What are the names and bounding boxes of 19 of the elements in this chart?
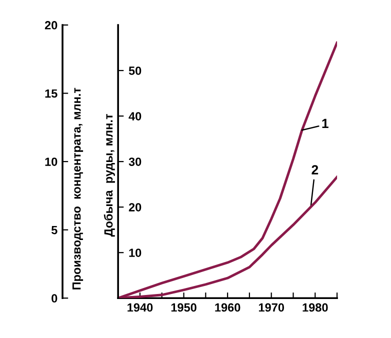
x-tick-label: 1950 bbox=[171, 303, 196, 312]
y-tick-label: 5 bbox=[51, 226, 58, 234]
y-tick-label: 20 bbox=[44, 21, 58, 30]
y2-tick-label: 40 bbox=[128, 112, 142, 120]
y2-axis-title: Добыча руды, млн.т bbox=[104, 114, 115, 237]
y-tick-label: 10 bbox=[45, 158, 58, 166]
annotation: 1 bbox=[322, 118, 328, 128]
x-tick-label: 1940 bbox=[128, 303, 153, 312]
x-tick-label: 1980 bbox=[302, 303, 328, 312]
y-axis-title: Производство концентрата, млн.т bbox=[72, 88, 84, 290]
y2-tick-label: 50 bbox=[128, 66, 142, 75]
y2-tick-label: 30 bbox=[128, 158, 142, 166]
y2-tick-label: 20 bbox=[128, 203, 142, 212]
annotation: 2 bbox=[312, 165, 318, 174]
y-tick-label: 15 bbox=[45, 89, 58, 98]
x-tick-label: 1970 bbox=[258, 303, 284, 312]
x-tick-label: 1960 bbox=[215, 303, 240, 312]
y-tick-label: 0 bbox=[52, 294, 58, 303]
y2-tick-label: 10 bbox=[129, 248, 142, 257]
